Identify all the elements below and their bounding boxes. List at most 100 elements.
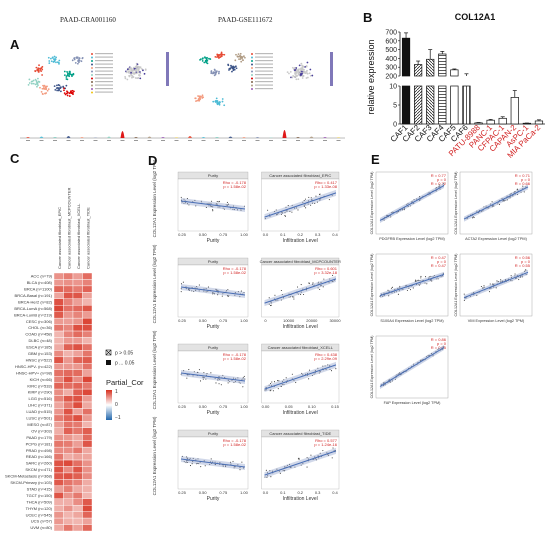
scatter-point: [310, 204, 312, 206]
gene-scatter-point: [483, 285, 485, 287]
scatter-point: [244, 378, 246, 380]
heatmap-cell: [63, 330, 74, 338]
scatter-point: [315, 459, 318, 461]
scatter-point: [228, 295, 230, 297]
heatmap-cell: [72, 414, 83, 422]
umap-left-point: [34, 70, 37, 73]
scatter-xtick-label: 0.15: [331, 404, 340, 409]
scatter-point: [297, 209, 299, 211]
scatter-point: [268, 303, 270, 305]
heatmap-cell: [63, 350, 74, 358]
umap-legend-label-placeholder: [255, 74, 273, 76]
scatter-point: [332, 274, 334, 276]
violin-label-placeholder: [282, 140, 287, 141]
scatter-point: [216, 289, 218, 291]
umap-right-point: [232, 65, 234, 68]
scatter-point: [304, 198, 307, 200]
heatmap-cell: [53, 395, 64, 403]
scatter-point: [239, 296, 241, 298]
umap-feature-right-point: [290, 76, 292, 79]
heatmap-cell: [82, 388, 93, 396]
heatmap-row-label: CESC (n=306): [26, 319, 53, 324]
umap-right-point: [218, 57, 220, 59]
heatmap-cell: [63, 472, 74, 480]
scatter-stat: Rho = 0.438: [315, 352, 338, 357]
bar-upper: [438, 53, 447, 77]
scatter-point: [284, 214, 286, 217]
heatmap-cell: [53, 356, 64, 364]
umap-feature-left-point: [139, 72, 142, 75]
scatter-point: [220, 384, 222, 386]
bar-lower: [450, 85, 459, 125]
umap-left-point: [48, 60, 51, 62]
umap-left-point: [76, 56, 79, 59]
panel-e-gene-correlation-scatter: COL12A1 Expression Level (log2 TPM) R = 0…: [370, 172, 533, 405]
gene-scatter-point: [397, 293, 399, 295]
scatter-point: [304, 373, 306, 375]
scatter-point: [216, 200, 218, 203]
scatter-point: [218, 378, 220, 380]
violin-label-placeholder: [120, 140, 125, 141]
umap-feature-left-point: [143, 72, 146, 75]
umap-right-point: [235, 67, 238, 70]
heatmap-cell: [72, 395, 83, 403]
scatter-point: [230, 463, 232, 465]
violin-label-placeholder: [188, 140, 192, 141]
umap-right-point: [238, 58, 240, 61]
umap-feature-right-point: [308, 72, 311, 75]
gene-scatter-regression-line: [463, 186, 529, 220]
scatter-point: [311, 202, 314, 204]
scatter-point: [312, 282, 314, 284]
gene-scatter-stat: R = 0.86: [431, 337, 447, 342]
umap-right-point: [201, 60, 204, 62]
umap-feature-right-point: [306, 61, 309, 64]
scatter-point: [318, 193, 321, 195]
umap-legend-label-placeholder: [95, 88, 113, 90]
heatmap-row-label: COAD (n=458): [25, 332, 52, 337]
umap-feature-right-point: [305, 65, 308, 67]
umap-left-point: [71, 75, 73, 77]
heatmap-cell: [72, 337, 83, 345]
heatmap-cell: [63, 427, 74, 435]
scatter-point: [320, 281, 322, 284]
heatmap-cell: [82, 485, 93, 493]
scatter-point: [229, 381, 231, 383]
scatter-point: [205, 374, 207, 376]
scatter-xtick-label: 0.25: [178, 404, 187, 409]
gene-scatter-ylabel: COL12A1 Expression Level (log2 TPM): [370, 254, 374, 317]
violin-shape: [107, 136, 111, 138]
umap-legend-swatch: [91, 77, 93, 80]
umap-legend-label-placeholder: [95, 60, 113, 62]
scatter-point: [212, 206, 214, 208]
scatter-point: [203, 460, 205, 462]
scatter-point: [188, 289, 190, 291]
umap-left-point: [63, 92, 66, 95]
scatter-point: [264, 476, 266, 478]
violin-shape: [188, 136, 192, 138]
heatmap-cell: [63, 382, 74, 390]
heatmap-row-label: THYM (n=120): [26, 506, 53, 511]
heatmap-cell: [53, 472, 64, 480]
scatter-point: [280, 385, 282, 387]
gene-scatter-point: [472, 217, 474, 219]
umap-right-point: [206, 56, 208, 59]
umap-right-point: [201, 97, 204, 99]
scatter-point: [271, 470, 273, 472]
heatmap-cell: [63, 485, 74, 493]
heatmap-cell: [72, 421, 83, 429]
scatter-point: [185, 456, 188, 458]
scatter-point: [289, 463, 291, 466]
umap-legend-swatch: [251, 53, 253, 55]
umap-left-point: [72, 72, 75, 75]
umap-feature-right-point: [309, 68, 312, 71]
scatter-point: [197, 371, 199, 373]
heatmap-cell: [63, 511, 74, 519]
umap-right-point: [241, 57, 243, 60]
bar-lower: [462, 85, 471, 125]
panel-letter-b: B: [363, 10, 373, 25]
umap-left-point: [66, 70, 68, 73]
umap-legend-swatch: [251, 63, 253, 66]
umap-feature-right-point: [305, 77, 308, 79]
heatmap-cell: [63, 369, 74, 377]
gene-scatter-point: [514, 273, 516, 275]
